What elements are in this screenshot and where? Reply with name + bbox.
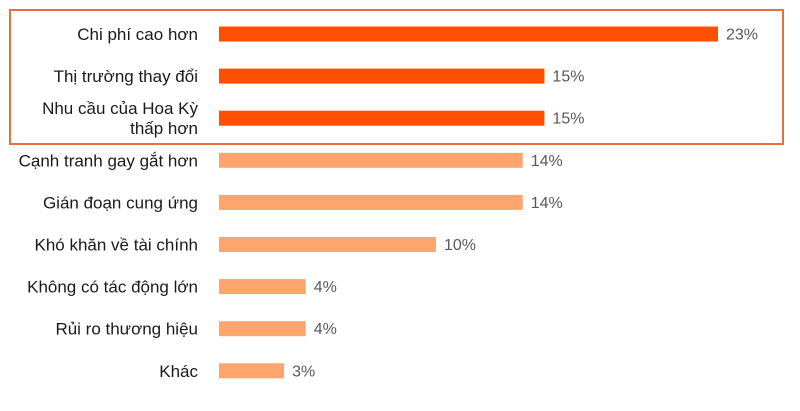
value-label-6: 4% <box>314 279 337 296</box>
bar-2 <box>219 110 545 126</box>
bar-3 <box>219 152 523 168</box>
category-label-7: Rủi ro thương hiệu <box>55 319 198 338</box>
value-label-8: 3% <box>292 363 315 380</box>
category-label-1: Thị trường thay đổi <box>54 67 198 86</box>
category-label-4: Gián đoạn cung ứng <box>43 193 198 212</box>
bar-5 <box>219 237 436 252</box>
value-label-4: 14% <box>531 195 563 212</box>
category-label-3: Cạnh tranh gay gắt hơn <box>19 151 198 170</box>
value-label-5: 10% <box>444 237 476 254</box>
category-label-2: Nhu cầu của Hoa Kỳ thấp hơn <box>42 99 198 138</box>
value-label-1: 15% <box>552 69 584 86</box>
value-label-3: 14% <box>531 153 563 170</box>
value-label-0: 23% <box>726 27 758 44</box>
value-label-2: 15% <box>552 111 584 128</box>
category-label-5: Khó khăn về tài chính <box>34 235 198 254</box>
category-label-6: Không có tác động lớn <box>27 277 198 296</box>
bar-7 <box>219 321 306 337</box>
category-label-8: Khác <box>159 361 198 380</box>
category-label-0: Chi phí cao hơn <box>77 25 198 44</box>
bar-1 <box>219 68 545 84</box>
value-label-7: 4% <box>314 321 337 338</box>
bar-4 <box>219 194 523 210</box>
bar-0 <box>219 26 718 42</box>
bars-group: Chi phí cao hơn 23% Thị trường thay đổi 15%… <box>19 25 758 381</box>
bar-6 <box>219 279 306 295</box>
highlight-frame <box>9 9 784 145</box>
bar-8 <box>219 363 285 379</box>
